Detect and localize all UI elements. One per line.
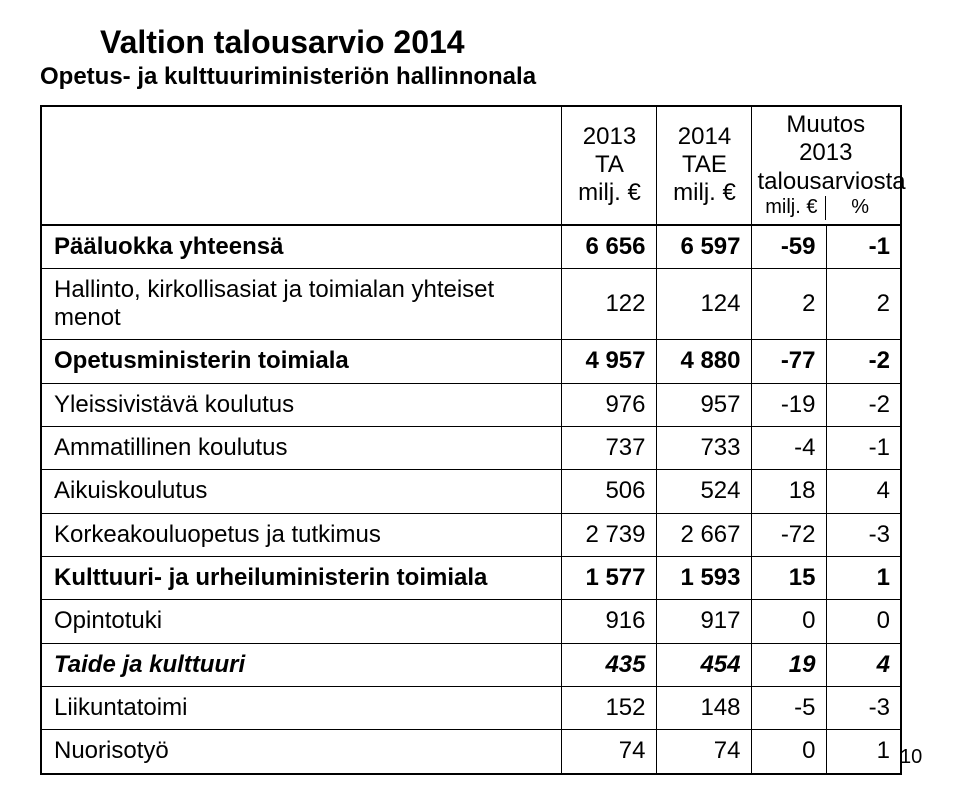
hdr-grp-l1: Muutos 2013 — [758, 111, 895, 168]
row-d1: 2 — [751, 268, 826, 340]
header-row: 2013 TA milj. € 2014 TAE milj. € Muutos … — [41, 106, 901, 225]
row-d1: 0 — [751, 600, 826, 643]
row-d2: 0 — [826, 600, 901, 643]
table-row: Taide ja kulttuuri435454194 — [41, 643, 901, 686]
table-row: Hallinto, kirkollisasiat ja toimialan yh… — [41, 268, 901, 340]
row-v1: 435 — [561, 643, 656, 686]
title-line1: Valtion talousarvio 2014 — [100, 24, 920, 61]
row-d2: 4 — [826, 470, 901, 513]
row-d1: 0 — [751, 730, 826, 774]
row-v2: 74 — [656, 730, 751, 774]
hdr-grp-sub2: % — [826, 196, 894, 220]
row-v2: 2 667 — [656, 513, 751, 556]
row-name: Pääluokka yhteensä — [41, 225, 561, 269]
row-d2: -2 — [826, 340, 901, 383]
row-d2: 1 — [826, 730, 901, 774]
row-v2: 917 — [656, 600, 751, 643]
hdr-grp-sub1: milj. € — [758, 196, 826, 220]
row-v1: 122 — [561, 268, 656, 340]
row-name: Kulttuuri- ja urheiluministerin toimiala — [41, 557, 561, 600]
row-v1: 6 656 — [561, 225, 656, 269]
table-row: Nuorisotyö747401 — [41, 730, 901, 774]
row-d2: 2 — [826, 268, 901, 340]
title-line2: Opetus- ja kulttuuriministeriön hallinno… — [40, 63, 920, 91]
row-v2: 524 — [656, 470, 751, 513]
row-v2: 454 — [656, 643, 751, 686]
row-v2: 148 — [656, 686, 751, 729]
row-name: Korkeakouluopetus ja tutkimus — [41, 513, 561, 556]
row-v1: 1 577 — [561, 557, 656, 600]
row-v2: 957 — [656, 383, 751, 426]
row-v2: 733 — [656, 427, 751, 470]
row-name: Aikuiskoulutus — [41, 470, 561, 513]
hdr-2014-l3: milj. € — [673, 179, 736, 206]
row-d2: -1 — [826, 225, 901, 269]
row-v1: 4 957 — [561, 340, 656, 383]
row-d1: 19 — [751, 643, 826, 686]
page-number: 10 — [900, 746, 922, 769]
table-row: Yleissivistävä koulutus976957-19-2 — [41, 383, 901, 426]
row-name: Taide ja kulttuuri — [41, 643, 561, 686]
table-row: Ammatillinen koulutus737733-4-1 — [41, 427, 901, 470]
row-v1: 2 739 — [561, 513, 656, 556]
row-name: Liikuntatoimi — [41, 686, 561, 729]
row-v2: 6 597 — [656, 225, 751, 269]
row-v1: 152 — [561, 686, 656, 729]
row-v2: 124 — [656, 268, 751, 340]
hdr-2013-l1: 2013 — [583, 123, 636, 150]
table-row: Korkeakouluopetus ja tutkimus2 7392 667-… — [41, 513, 901, 556]
row-name: Nuorisotyö — [41, 730, 561, 774]
row-d1: -77 — [751, 340, 826, 383]
row-v1: 976 — [561, 383, 656, 426]
row-d1: 18 — [751, 470, 826, 513]
row-name: Opetusministerin toimiala — [41, 340, 561, 383]
row-v1: 74 — [561, 730, 656, 774]
row-d1: -4 — [751, 427, 826, 470]
row-v1: 916 — [561, 600, 656, 643]
table-row: Pääluokka yhteensä6 6566 597-59-1 — [41, 225, 901, 269]
row-name: Yleissivistävä koulutus — [41, 383, 561, 426]
header-blank — [41, 106, 561, 225]
row-d2: -3 — [826, 513, 901, 556]
row-name: Opintotuki — [41, 600, 561, 643]
row-v2: 1 593 — [656, 557, 751, 600]
table-row: Opintotuki91691700 — [41, 600, 901, 643]
row-v1: 506 — [561, 470, 656, 513]
row-name: Hallinto, kirkollisasiat ja toimialan yh… — [41, 268, 561, 340]
table-row: Aikuiskoulutus506524184 — [41, 470, 901, 513]
header-col-2014: 2014 TAE milj. € — [656, 106, 751, 225]
table-row: Kulttuuri- ja urheiluministerin toimiala… — [41, 557, 901, 600]
hdr-2013-l2: TA — [595, 151, 624, 178]
header-change-group: Muutos 2013 talousarviosta milj. € % — [751, 106, 901, 225]
budget-table: 2013 TA milj. € 2014 TAE milj. € Muutos … — [40, 105, 902, 775]
row-name: Ammatillinen koulutus — [41, 427, 561, 470]
row-v1: 737 — [561, 427, 656, 470]
header-col-2013: 2013 TA milj. € — [561, 106, 656, 225]
hdr-2014-l1: 2014 — [678, 123, 731, 150]
table-row: Liikuntatoimi152148-5-3 — [41, 686, 901, 729]
row-v2: 4 880 — [656, 340, 751, 383]
hdr-grp-l2: talousarviosta — [758, 168, 895, 196]
hdr-2014-l2: TAE — [682, 151, 727, 178]
row-d2: 1 — [826, 557, 901, 600]
hdr-2013-l3: milj. € — [578, 179, 641, 206]
row-d1: -19 — [751, 383, 826, 426]
row-d1: -72 — [751, 513, 826, 556]
row-d2: -3 — [826, 686, 901, 729]
row-d1: -59 — [751, 225, 826, 269]
row-d2: -1 — [826, 427, 901, 470]
row-d1: 15 — [751, 557, 826, 600]
row-d1: -5 — [751, 686, 826, 729]
row-d2: 4 — [826, 643, 901, 686]
table-row: Opetusministerin toimiala4 9574 880-77-2 — [41, 340, 901, 383]
row-d2: -2 — [826, 383, 901, 426]
